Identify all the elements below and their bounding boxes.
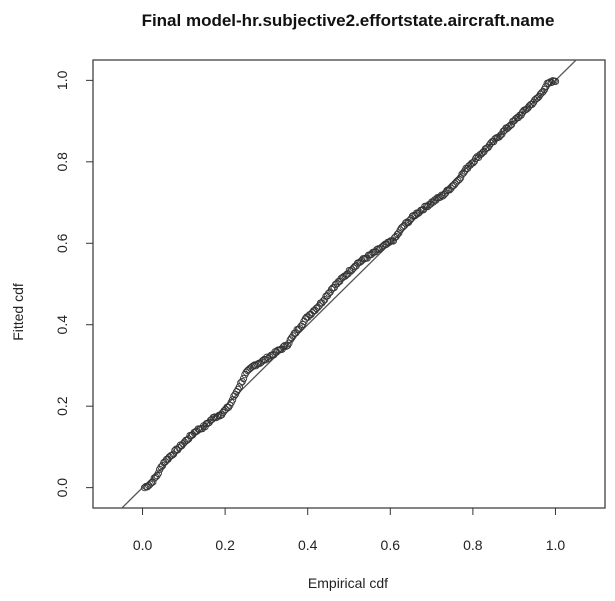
y-tick-label: 1.0 (54, 70, 70, 90)
data-point (551, 77, 560, 86)
x-tick-label: 0.4 (298, 537, 318, 553)
y-axis-label: Fitted cdf (10, 283, 26, 341)
x-axis: 0.0 0.2 0.4 0.6 0.8 1.0 (133, 508, 566, 553)
chart-title: Final model-hr.subjective2.effortstate.a… (142, 11, 555, 30)
y-tick-label: 0.2 (54, 396, 70, 416)
data-point (437, 191, 446, 199)
data-point (239, 374, 248, 383)
x-tick-label: 0.6 (381, 537, 401, 553)
x-tick-label: 0.8 (463, 537, 483, 553)
data-point (279, 343, 288, 351)
y-tick-label: 0.4 (54, 315, 70, 335)
data-point (154, 469, 163, 477)
y-axis: 0.0 0.2 0.4 0.6 0.8 1.0 (54, 70, 93, 497)
x-tick-label: 1.0 (546, 537, 566, 553)
data-point (373, 245, 381, 254)
x-tick-label: 0.2 (215, 537, 235, 553)
x-axis-label: Empirical cdf (308, 575, 388, 591)
plot-frame (92, 59, 606, 509)
data-points (140, 77, 560, 492)
x-tick-label: 0.0 (133, 537, 153, 553)
y-tick-label: 0.8 (54, 152, 70, 172)
y-tick-label: 0.0 (54, 478, 70, 498)
plot-area (92, 59, 606, 509)
y-tick-label: 0.6 (54, 233, 70, 253)
